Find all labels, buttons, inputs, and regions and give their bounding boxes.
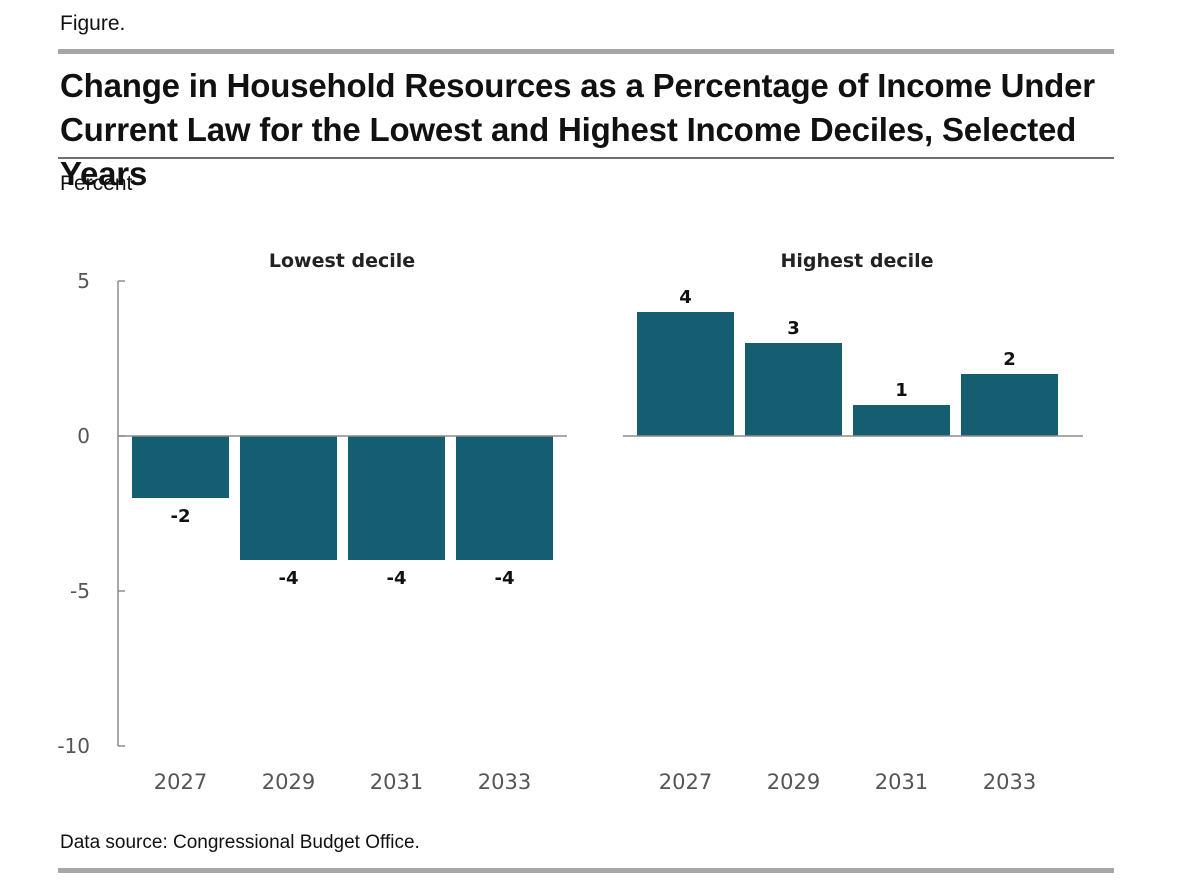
bar-data-label: 1 (895, 380, 908, 401)
top-rule (58, 49, 1114, 54)
y-tick-label: -10 (57, 734, 90, 758)
bar-data-label: 3 (787, 318, 800, 339)
panel-title: Lowest decile (269, 250, 415, 272)
bar-data-label: -4 (387, 568, 407, 589)
title-rule (58, 157, 1114, 159)
x-category-label: 2027 (154, 770, 207, 794)
bar-data-label: -2 (171, 506, 191, 527)
panel-title: Highest decile (780, 250, 933, 272)
x-category-label: 2033 (983, 770, 1036, 794)
bar-data-label: 4 (679, 287, 692, 308)
x-category-label: 2029 (767, 770, 820, 794)
bar-data-label: 2 (1003, 349, 1016, 370)
bar-data-label: -4 (495, 568, 515, 589)
x-category-label: 2031 (875, 770, 928, 794)
chart-title-line-1: Change in Household Resources as a Perce… (60, 67, 1095, 104)
chart-title: Change in Household Resources as a Perce… (60, 64, 1120, 196)
bar (961, 374, 1058, 436)
bar (637, 312, 734, 436)
bottom-rule (58, 868, 1114, 873)
y-unit-label: Percent (60, 172, 133, 195)
bar-data-label: -4 (279, 568, 299, 589)
chart-title-line-2: Current Law for the Lowest and Highest I… (60, 111, 1077, 192)
bar (132, 436, 229, 498)
bar (240, 436, 337, 560)
bar (853, 405, 950, 436)
x-category-label: 2033 (478, 770, 531, 794)
y-tick-label: -5 (70, 579, 90, 603)
y-tick-label: 0 (77, 424, 90, 448)
figure-label: Figure. (60, 12, 126, 35)
bar (745, 343, 842, 436)
x-category-label: 2027 (659, 770, 712, 794)
y-tick-label: 5 (77, 269, 90, 293)
x-category-label: 2031 (370, 770, 423, 794)
bar (348, 436, 445, 560)
data-source-note: Data source: Congressional Budget Office… (60, 832, 420, 853)
x-category-label: 2029 (262, 770, 315, 794)
bar (456, 436, 553, 560)
